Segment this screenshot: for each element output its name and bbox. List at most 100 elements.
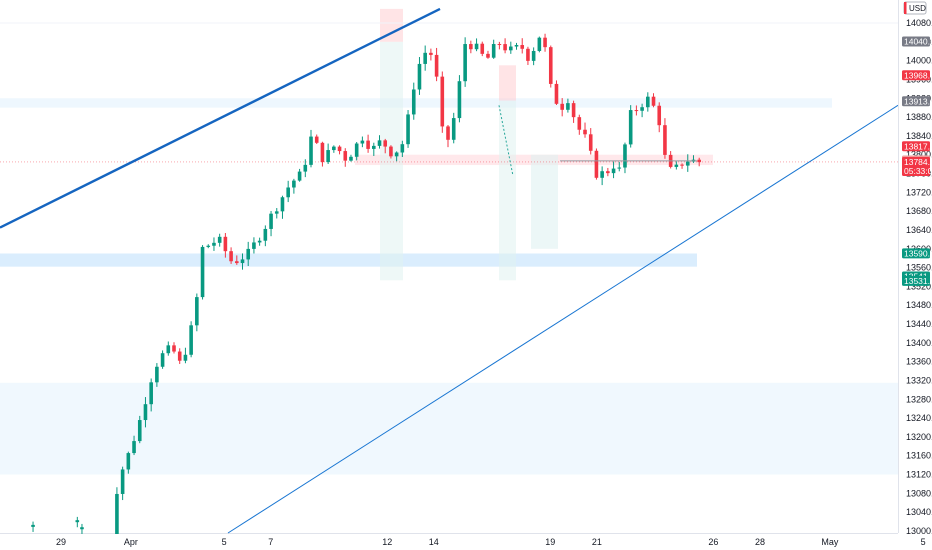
y-tick-label: 13680.0 xyxy=(906,206,932,216)
candle-body xyxy=(429,52,433,55)
currency-marker xyxy=(904,2,907,14)
y-tick-label: 14080.0 xyxy=(906,18,932,28)
candle-body xyxy=(657,105,662,126)
candle-body xyxy=(143,404,148,421)
candle-body xyxy=(537,37,542,51)
candle-body xyxy=(583,129,587,135)
candle-body xyxy=(411,89,416,115)
y-tick-label: 13000.0 xyxy=(906,526,932,536)
candle-body xyxy=(120,469,125,494)
candle-body xyxy=(646,96,650,108)
candle-body xyxy=(503,44,507,51)
candle-body xyxy=(440,76,445,127)
candle-body xyxy=(377,140,382,146)
candle-body xyxy=(217,236,222,243)
x-tick-label: 12 xyxy=(382,537,392,547)
candle-body xyxy=(685,161,690,166)
candle-body xyxy=(480,43,485,54)
candle-body xyxy=(172,345,176,352)
y-tick-label: 13240.0 xyxy=(906,413,932,423)
candle-body xyxy=(349,156,353,161)
price-badge: 13817.9 xyxy=(902,141,932,152)
candle-body xyxy=(640,107,644,111)
candle-body xyxy=(149,382,153,405)
candle-body xyxy=(434,54,439,77)
x-tick-label: Apr xyxy=(124,537,138,547)
candle-body xyxy=(360,140,365,144)
candle-body xyxy=(183,354,188,361)
candle-body xyxy=(623,144,627,168)
candle-body xyxy=(252,242,256,249)
y-tick-label: 13400.0 xyxy=(906,338,932,348)
candle-body xyxy=(417,63,422,90)
candle-body xyxy=(457,81,462,119)
candle-body xyxy=(234,261,239,264)
candle-body xyxy=(132,441,136,454)
currency-label: USD xyxy=(909,4,926,13)
candle-body xyxy=(611,168,616,174)
candle-body xyxy=(189,325,193,355)
time-axis[interactable]: 29Apr57121419212628May51012 xyxy=(0,534,932,550)
price-badge-bg xyxy=(902,141,930,152)
x-tick-label: 7 xyxy=(268,537,273,547)
price-badge-bg xyxy=(902,248,930,259)
y-tick-label: 13080.0 xyxy=(906,488,932,498)
price-badge-label: 13531.8 xyxy=(904,276,932,286)
y-tick-label: 13640.0 xyxy=(906,225,932,235)
candle-body xyxy=(651,96,656,106)
candle-body xyxy=(674,164,679,167)
price-badge-label: 14040.6 xyxy=(904,37,932,47)
countdown-label: 05:33:04 xyxy=(904,166,932,176)
candle-body xyxy=(280,197,285,212)
price-badge: 13784.605:33:04 xyxy=(902,156,932,176)
price-badge: 13531.8 xyxy=(902,275,932,286)
position-stop-box xyxy=(380,8,403,42)
candle-body xyxy=(326,150,330,163)
price-badge-bg xyxy=(902,275,930,286)
candle-body xyxy=(229,251,233,262)
x-tick-label: 5 xyxy=(222,537,227,547)
y-tick-label: 13840.0 xyxy=(906,131,932,141)
candle-body xyxy=(554,83,559,104)
candle-body xyxy=(200,246,205,298)
grid-layer xyxy=(0,22,932,534)
y-tick-label: 13440.0 xyxy=(906,319,932,329)
candle-body xyxy=(240,259,245,264)
candle-body xyxy=(292,180,296,188)
candle-body xyxy=(115,493,119,536)
y-tick-label: 13360.0 xyxy=(906,357,932,367)
candle-body xyxy=(566,103,570,110)
candle-body xyxy=(303,164,308,172)
upper-trendline[interactable] xyxy=(0,7,441,229)
y-tick-label: 13160.0 xyxy=(906,451,932,461)
candle-body xyxy=(628,110,633,145)
candle-body xyxy=(406,114,410,145)
candle-body xyxy=(126,453,131,470)
x-tick-label: 5 xyxy=(921,537,926,547)
candle-body xyxy=(491,44,496,58)
x-tick-label: 28 xyxy=(755,537,765,547)
lower-trendline[interactable] xyxy=(227,104,899,534)
demand-zone-lower xyxy=(0,382,898,475)
x-tick-label: 21 xyxy=(592,537,602,547)
position-target-box xyxy=(380,41,403,281)
candle-body xyxy=(543,37,547,48)
candle-body xyxy=(469,44,473,50)
y-tick-label: 14000.0 xyxy=(906,56,932,66)
candle-body xyxy=(337,146,342,152)
y-tick-label: 13720.0 xyxy=(906,187,932,197)
candle-body xyxy=(577,117,582,130)
price-badge-label: 13817.9 xyxy=(904,141,932,151)
candle-body xyxy=(206,245,211,247)
candle-body xyxy=(320,142,325,163)
candle-body xyxy=(366,140,370,149)
candle-body xyxy=(155,366,159,383)
candle-body xyxy=(383,140,388,147)
position-stop-box xyxy=(499,65,516,101)
candle-body xyxy=(514,45,519,47)
price-badge: 14040.6 xyxy=(902,36,932,47)
y-tick-label: 13520.0 xyxy=(906,281,932,291)
x-tick-label: 26 xyxy=(708,537,718,547)
candle-body xyxy=(594,150,599,178)
